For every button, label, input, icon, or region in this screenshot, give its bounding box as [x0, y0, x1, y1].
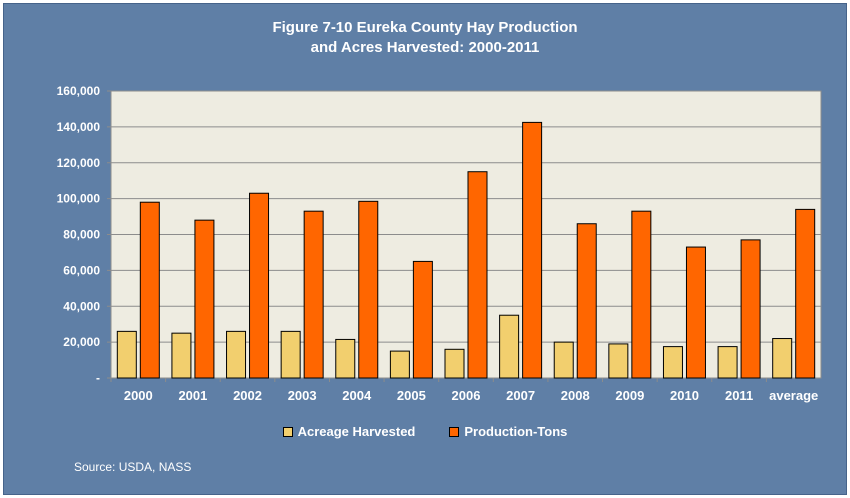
- bar-acreage: [280, 330, 301, 379]
- bar-production: [522, 121, 543, 379]
- bar-production: [795, 208, 816, 379]
- legend-item-acreage: Acreage Harvested: [282, 424, 416, 439]
- bar-production: [194, 219, 215, 379]
- bar-chart: - 20,000 40,000 60,000 80,000 100,000 120,000 1…: [57, 84, 822, 403]
- y-tick-label: 120,000: [57, 156, 101, 170]
- y-tick-label: 100,000: [57, 192, 101, 206]
- chart-frame: Figure 7-10 Eureka County Hay Production…: [3, 3, 847, 495]
- bar-acreage: [116, 330, 137, 379]
- x-tick-label: 2001: [178, 388, 207, 403]
- x-tick-label: 2009: [615, 388, 644, 403]
- bar-acreage: [772, 338, 793, 379]
- x-tick-label: 2011: [725, 388, 753, 403]
- bar-acreage: [717, 346, 738, 379]
- legend-swatch-production: [449, 426, 460, 437]
- bar-acreage: [226, 330, 247, 379]
- x-tick-label: 2006: [452, 388, 481, 403]
- chart-title: Figure 7-10 Eureka County Hay Production…: [4, 18, 846, 58]
- y-tick-label: 140,000: [57, 120, 101, 134]
- x-tick-label: 2005: [397, 388, 426, 403]
- y-tick-label: -: [96, 371, 100, 385]
- chart-title-line2: and Acres Harvested: 2000-2011: [310, 39, 540, 56]
- bar-production: [740, 239, 761, 379]
- source-note: Source: USDA, NASS: [74, 460, 192, 474]
- bar-acreage: [389, 350, 410, 379]
- bar-production: [576, 223, 597, 379]
- bar-acreage: [608, 343, 629, 379]
- x-tick-label: 2007: [506, 388, 535, 403]
- y-tick-label: 80,000: [63, 228, 100, 242]
- bar-acreage: [553, 341, 574, 379]
- x-tick-label: 2002: [233, 388, 262, 403]
- y-tick-label: 160,000: [57, 84, 101, 98]
- bar-production: [303, 210, 324, 379]
- bar-production: [249, 192, 270, 379]
- bar-acreage: [662, 346, 683, 379]
- legend-item-production: Production-Tons: [449, 424, 567, 439]
- bar-production: [358, 200, 379, 379]
- chart-title-line1: Figure 7-10 Eureka County Hay Production: [272, 19, 578, 36]
- bar-production: [685, 246, 706, 379]
- x-tick-label: average: [769, 388, 818, 403]
- legend-label-acreage: Acreage Harvested: [297, 424, 416, 439]
- bar-production: [631, 210, 652, 379]
- x-tick-label: 2010: [670, 388, 699, 403]
- bar-acreage: [444, 348, 465, 379]
- y-tick-label: 40,000: [63, 299, 100, 313]
- y-tick-label: 20,000: [63, 335, 100, 349]
- y-tick-label: 60,000: [63, 263, 100, 277]
- bar-acreage: [335, 338, 356, 379]
- legend: Acreage Harvested Production-Tons: [4, 424, 846, 439]
- x-tick-label: 2008: [561, 388, 590, 403]
- legend-swatch-acreage: [282, 426, 293, 437]
- legend-label-production: Production-Tons: [464, 424, 568, 439]
- bar-production: [412, 260, 433, 379]
- bar-acreage: [499, 314, 520, 379]
- x-tick-label: 2000: [124, 388, 153, 403]
- x-tick-label: 2003: [288, 388, 317, 403]
- bar-production: [467, 171, 488, 379]
- bar-production: [139, 201, 160, 379]
- bar-acreage: [171, 332, 192, 379]
- x-tick-label: 2004: [342, 388, 372, 403]
